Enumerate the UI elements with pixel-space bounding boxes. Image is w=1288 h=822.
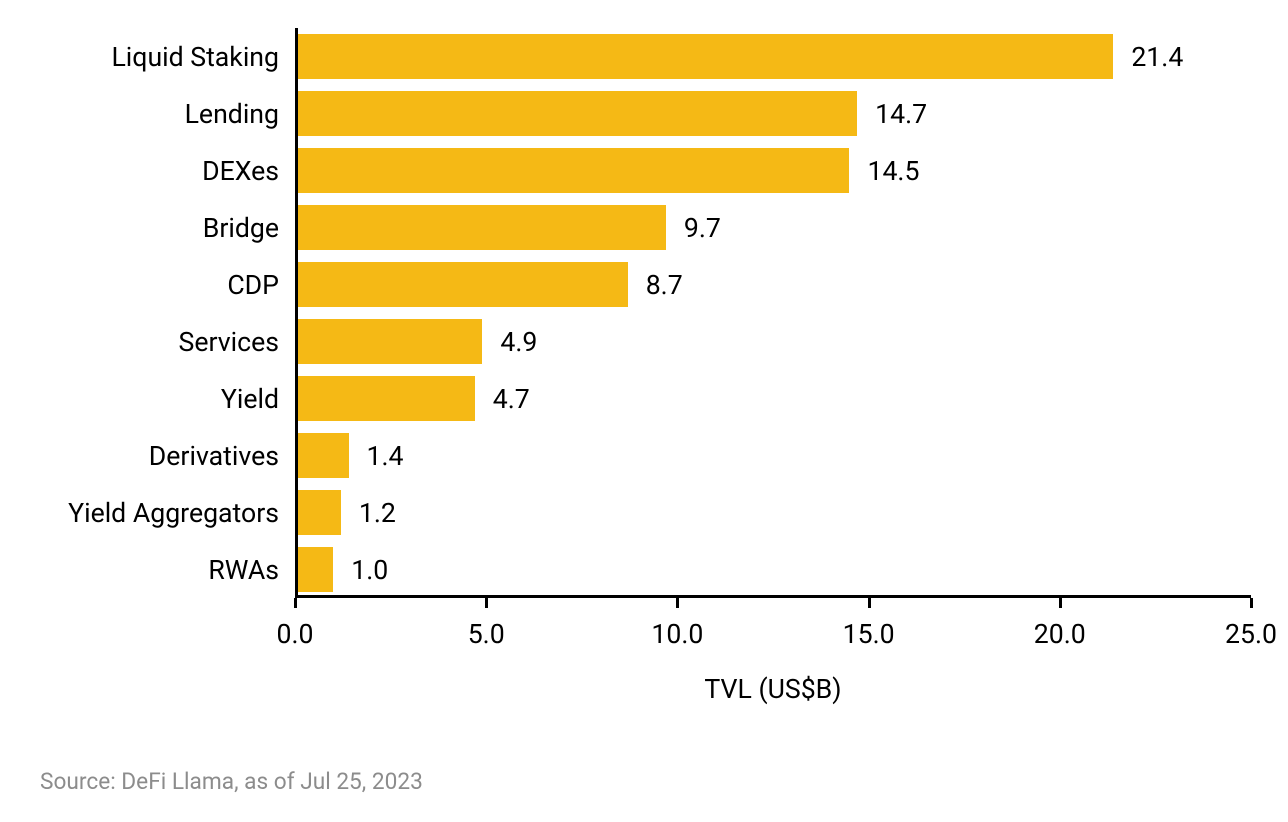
category-label: Services (179, 326, 279, 358)
x-tick-label: 15.0 (843, 618, 895, 650)
source-footnote: Source: DeFi Llama, as of Jul 25, 2023 (40, 768, 423, 795)
bar-value-label: 14.7 (875, 98, 927, 130)
bar (298, 148, 849, 194)
category-label: RWAs (208, 554, 279, 586)
bar-value-label: 1.2 (359, 497, 396, 529)
category-label: Yield (221, 383, 279, 415)
x-tick-mark (1250, 598, 1253, 608)
bar-value-label: 4.7 (493, 383, 530, 415)
category-label: CDP (227, 269, 279, 301)
category-label: Bridge (203, 212, 279, 244)
x-tick-mark (676, 598, 679, 608)
bar-value-label: 1.4 (367, 440, 404, 472)
category-label: Liquid Staking (111, 41, 279, 73)
x-tick-label: 20.0 (1034, 618, 1086, 650)
bar (298, 34, 1113, 80)
bar-value-label: 4.9 (500, 326, 537, 358)
x-tick-mark (294, 598, 297, 608)
bar-value-label: 1.0 (351, 554, 388, 586)
category-label: Lending (185, 98, 279, 130)
category-label: Derivatives (149, 440, 279, 472)
x-axis-line (295, 595, 1251, 598)
bar (298, 262, 628, 308)
category-label: DEXes (202, 155, 279, 187)
bar (298, 319, 482, 365)
bar-value-label: 14.5 (867, 155, 919, 187)
x-tick-mark (1059, 598, 1062, 608)
bar (298, 490, 341, 536)
x-tick-label: 25.0 (1225, 618, 1277, 650)
bar (298, 91, 857, 137)
x-tick-label: 0.0 (277, 618, 314, 650)
x-tick-mark (868, 598, 871, 608)
bar-value-label: 8.7 (646, 269, 683, 301)
x-tick-label: 10.0 (651, 618, 703, 650)
bar (298, 376, 475, 422)
x-tick-mark (485, 598, 488, 608)
x-axis-title: TVL (US$B) (704, 673, 841, 705)
bar-value-label: 21.4 (1131, 41, 1183, 73)
bar (298, 433, 349, 479)
bar-value-label: 9.7 (684, 212, 721, 244)
category-label: Yield Aggregators (68, 497, 279, 529)
bar (298, 547, 333, 593)
tvl-bar-chart: Source: DeFi Llama, as of Jul 25, 2023 L… (0, 0, 1288, 822)
bar (298, 205, 666, 251)
x-tick-label: 5.0 (468, 618, 505, 650)
